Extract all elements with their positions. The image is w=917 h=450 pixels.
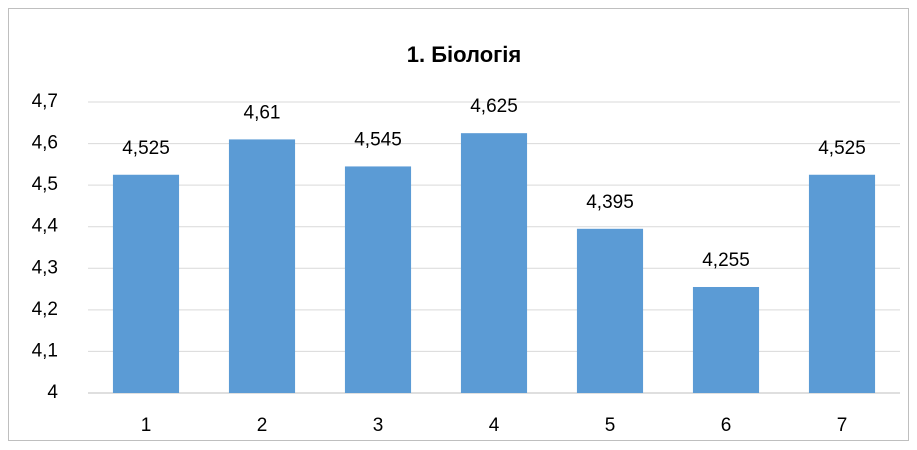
data-label: 4,625 <box>470 96 518 117</box>
y-tick-label: 4,5 <box>32 174 58 195</box>
y-tick-label: 4,2 <box>32 299 58 320</box>
data-label: 4,545 <box>354 129 402 150</box>
bar <box>576 228 644 393</box>
y-tick-label: 4,6 <box>32 133 58 154</box>
data-label: 4,255 <box>702 250 750 271</box>
bar <box>808 174 876 393</box>
chart-title: 1. Біологія <box>407 42 522 67</box>
y-tick-label: 4,1 <box>32 340 58 361</box>
x-tick-label: 4 <box>489 415 500 436</box>
x-tick-label: 2 <box>257 415 268 436</box>
x-tick-label: 1 <box>141 415 152 436</box>
bar <box>228 139 296 393</box>
bar <box>112 174 180 393</box>
data-label: 4,525 <box>122 138 170 159</box>
data-label: 4,395 <box>586 192 634 213</box>
x-tick-label: 6 <box>721 415 732 436</box>
data-label: 4,525 <box>818 138 866 159</box>
data-label: 4,61 <box>244 102 281 123</box>
x-tick-label: 5 <box>605 415 616 436</box>
bar <box>692 286 760 393</box>
y-tick-label: 4 <box>47 382 58 403</box>
y-tick-label: 4,3 <box>32 257 58 278</box>
bar <box>460 133 528 393</box>
x-tick-label: 7 <box>837 415 848 436</box>
bar <box>344 166 412 393</box>
y-tick-label: 4,4 <box>32 216 59 237</box>
y-tick-label: 4,7 <box>32 91 58 112</box>
x-tick-label: 3 <box>373 415 384 436</box>
